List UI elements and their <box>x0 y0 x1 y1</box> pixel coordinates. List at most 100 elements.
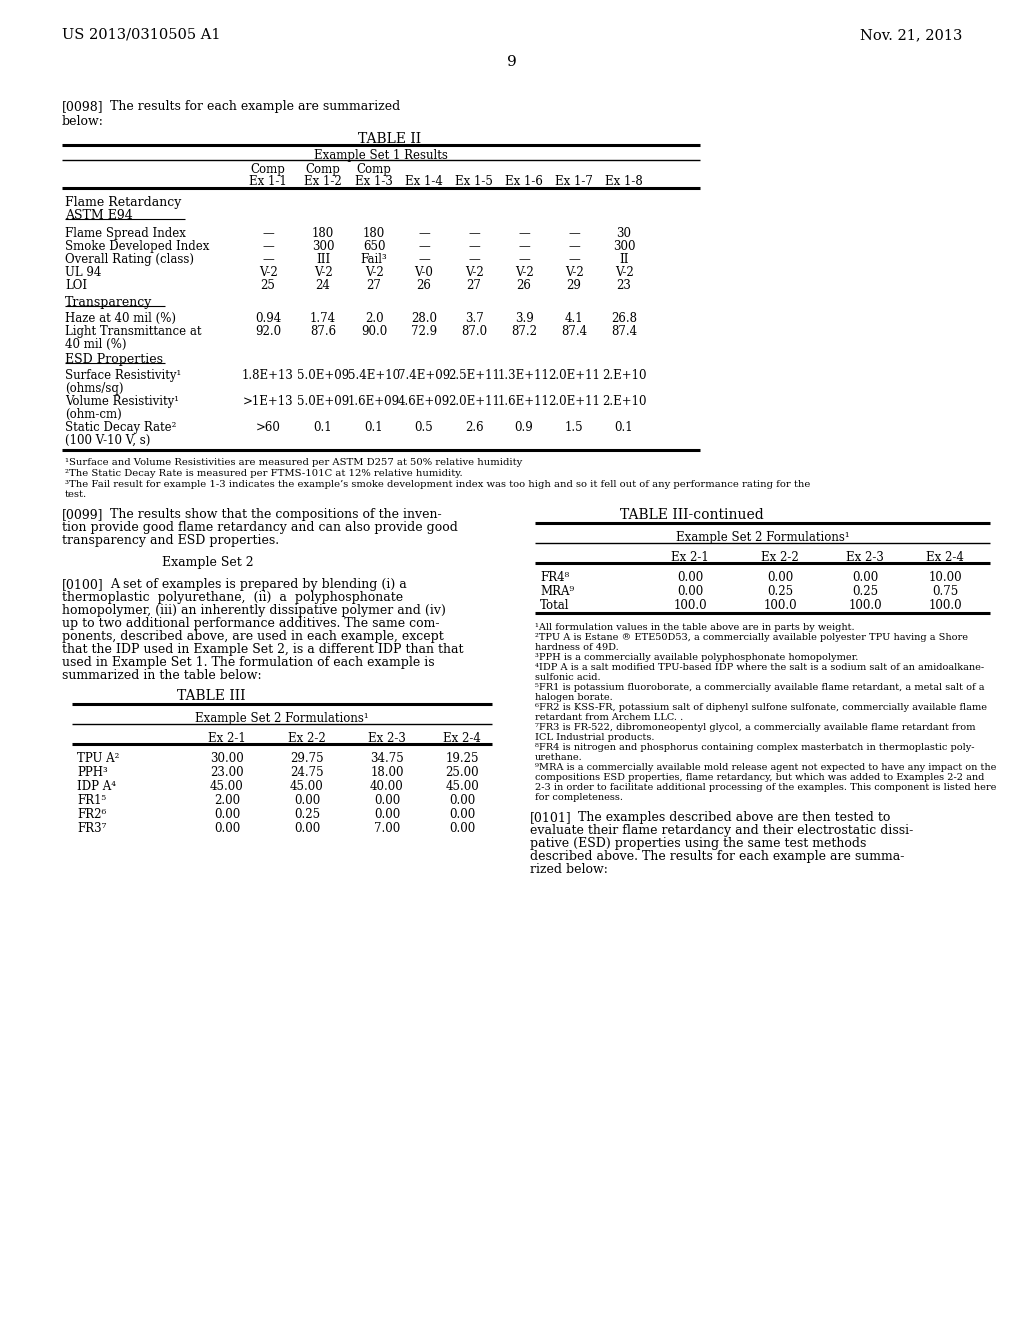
Text: 5.0E+09: 5.0E+09 <box>297 370 349 381</box>
Text: IDP A⁴: IDP A⁴ <box>77 780 116 793</box>
Text: 90.0: 90.0 <box>360 325 387 338</box>
Text: 45.00: 45.00 <box>210 780 244 793</box>
Text: 0.25: 0.25 <box>294 808 321 821</box>
Text: 3.7: 3.7 <box>465 312 483 325</box>
Text: The results for each example are summarized: The results for each example are summari… <box>110 100 400 114</box>
Text: —: — <box>518 240 529 253</box>
Text: 29.75: 29.75 <box>290 752 324 766</box>
Text: 0.00: 0.00 <box>374 795 400 807</box>
Text: 0.5: 0.5 <box>415 421 433 434</box>
Text: 2.E+10: 2.E+10 <box>602 395 646 408</box>
Text: V-2: V-2 <box>313 267 333 279</box>
Text: thermoplastic  polyurethane,  (ii)  a  polyphosphonate: thermoplastic polyurethane, (ii) a polyp… <box>62 591 403 605</box>
Text: TABLE III-continued: TABLE III-continued <box>620 508 764 521</box>
Text: [0099]: [0099] <box>62 508 103 521</box>
Text: 92.0: 92.0 <box>255 325 281 338</box>
Text: TPU A²: TPU A² <box>77 752 120 766</box>
Text: ⁶FR2 is KSS-FR, potassium salt of diphenyl sulfone sulfonate, commercially avail: ⁶FR2 is KSS-FR, potassium salt of diphen… <box>535 704 987 711</box>
Text: —: — <box>568 240 580 253</box>
Text: ²The Static Decay Rate is measured per FTMS-101C at 12% relative humidity.: ²The Static Decay Rate is measured per F… <box>65 469 463 478</box>
Text: 34.75: 34.75 <box>370 752 403 766</box>
Text: [0101]: [0101] <box>530 810 571 824</box>
Text: 0.00: 0.00 <box>374 808 400 821</box>
Text: FR4⁸: FR4⁸ <box>540 572 569 583</box>
Text: transparency and ESD properties.: transparency and ESD properties. <box>62 535 280 546</box>
Text: PPH³: PPH³ <box>77 766 108 779</box>
Text: —: — <box>518 227 529 240</box>
Text: 87.4: 87.4 <box>561 325 587 338</box>
Text: 26: 26 <box>516 279 531 292</box>
Text: Ex 2-1: Ex 2-1 <box>208 733 246 744</box>
Text: summarized in the table below:: summarized in the table below: <box>62 669 261 682</box>
Text: 7.00: 7.00 <box>374 822 400 836</box>
Text: —: — <box>262 240 273 253</box>
Text: 2.0E+11: 2.0E+11 <box>548 370 600 381</box>
Text: Static Decay Rate²: Static Decay Rate² <box>65 421 176 434</box>
Text: described above. The results for each example are summa-: described above. The results for each ex… <box>530 850 904 863</box>
Text: 45.00: 45.00 <box>290 780 324 793</box>
Text: 0.00: 0.00 <box>294 795 321 807</box>
Text: Ex 2-3: Ex 2-3 <box>368 733 406 744</box>
Text: 180: 180 <box>312 227 334 240</box>
Text: 0.00: 0.00 <box>214 822 240 836</box>
Text: —: — <box>418 240 430 253</box>
Text: up to two additional performance additives. The same com-: up to two additional performance additiv… <box>62 616 439 630</box>
Text: 0.1: 0.1 <box>313 421 333 434</box>
Text: 24: 24 <box>315 279 331 292</box>
Text: ³The Fail result for example 1-3 indicates the example’s smoke development index: ³The Fail result for example 1-3 indicat… <box>65 480 810 488</box>
Text: 1.6E+11: 1.6E+11 <box>498 395 550 408</box>
Text: halogen borate.: halogen borate. <box>535 693 612 702</box>
Text: Flame Retardancy: Flame Retardancy <box>65 195 181 209</box>
Text: Comp: Comp <box>251 162 286 176</box>
Text: 300: 300 <box>311 240 334 253</box>
Text: 25: 25 <box>260 279 275 292</box>
Text: 2.0E+11: 2.0E+11 <box>449 395 500 408</box>
Text: 29: 29 <box>566 279 582 292</box>
Text: UL 94: UL 94 <box>65 267 101 279</box>
Text: 2-3 in order to facilitate additional processing of the examples. This component: 2-3 in order to facilitate additional pr… <box>535 783 996 792</box>
Text: III: III <box>315 253 330 267</box>
Text: 300: 300 <box>612 240 635 253</box>
Text: Ex 2-1: Ex 2-1 <box>671 550 709 564</box>
Text: V-2: V-2 <box>515 267 534 279</box>
Text: 25.00: 25.00 <box>445 766 479 779</box>
Text: A set of examples is prepared by blending (i) a: A set of examples is prepared by blendin… <box>110 578 407 591</box>
Text: 0.00: 0.00 <box>449 808 475 821</box>
Text: V-2: V-2 <box>614 267 634 279</box>
Text: 40.00: 40.00 <box>370 780 403 793</box>
Text: ICL Industrial products.: ICL Industrial products. <box>535 733 654 742</box>
Text: (100 V-10 V, s): (100 V-10 V, s) <box>65 434 151 447</box>
Text: Ex 1-8: Ex 1-8 <box>605 176 643 187</box>
Text: 27: 27 <box>467 279 481 292</box>
Text: 2.5E+11: 2.5E+11 <box>449 370 500 381</box>
Text: 0.00: 0.00 <box>852 572 879 583</box>
Text: 19.25: 19.25 <box>445 752 479 766</box>
Text: 2.00: 2.00 <box>214 795 240 807</box>
Text: hardness of 49D.: hardness of 49D. <box>535 643 618 652</box>
Text: —: — <box>418 253 430 267</box>
Text: ¹All formulation values in the table above are in parts by weight.: ¹All formulation values in the table abo… <box>535 623 855 632</box>
Text: Nov. 21, 2013: Nov. 21, 2013 <box>859 28 962 42</box>
Text: V-2: V-2 <box>564 267 584 279</box>
Text: ESD Properties: ESD Properties <box>65 352 163 366</box>
Text: for completeness.: for completeness. <box>535 793 623 803</box>
Text: used in Example Set 1. The formulation of each example is: used in Example Set 1. The formulation o… <box>62 656 434 669</box>
Text: TABLE III: TABLE III <box>177 689 246 704</box>
Text: ponents, described above, are used in each example, except: ponents, described above, are used in ea… <box>62 630 443 643</box>
Text: 100.0: 100.0 <box>928 599 962 612</box>
Text: —: — <box>262 253 273 267</box>
Text: —: — <box>468 240 480 253</box>
Text: rized below:: rized below: <box>530 863 608 876</box>
Text: 26: 26 <box>417 279 431 292</box>
Text: Transparency: Transparency <box>65 296 153 309</box>
Text: 1.74: 1.74 <box>310 312 336 325</box>
Text: 2.0E+11: 2.0E+11 <box>548 395 600 408</box>
Text: —: — <box>568 227 580 240</box>
Text: —: — <box>262 227 273 240</box>
Text: 23.00: 23.00 <box>210 766 244 779</box>
Text: ¹Surface and Volume Resistivities are measured per ASTM D257 at 50% relative hum: ¹Surface and Volume Resistivities are me… <box>65 458 522 467</box>
Text: Surface Resistivity¹: Surface Resistivity¹ <box>65 370 181 381</box>
Text: test.: test. <box>65 490 87 499</box>
Text: Smoke Developed Index: Smoke Developed Index <box>65 240 209 253</box>
Text: —: — <box>468 253 480 267</box>
